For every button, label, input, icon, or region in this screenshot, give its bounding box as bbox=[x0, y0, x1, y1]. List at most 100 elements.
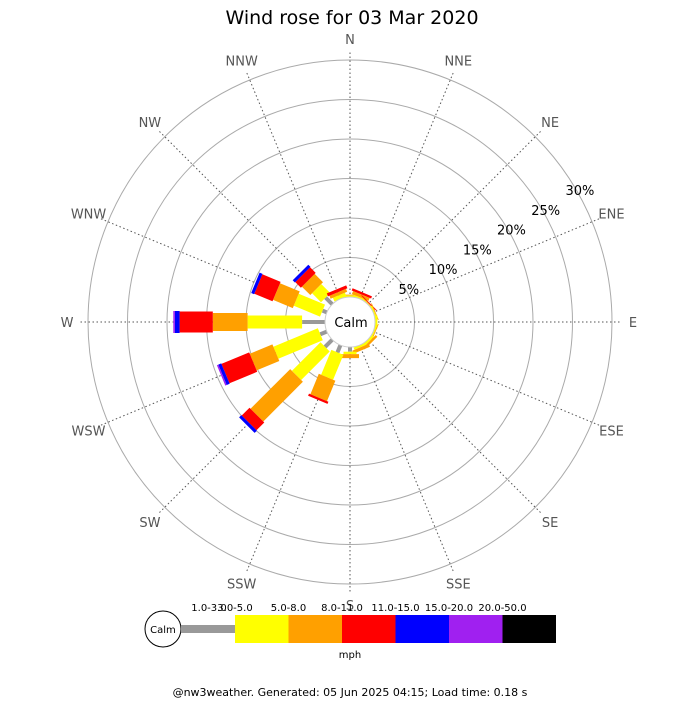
bar-nw-bin-1 bbox=[324, 296, 334, 306]
bar-nnw-bin-4 bbox=[326, 285, 348, 297]
direction-label-sw: SW bbox=[139, 516, 160, 531]
legend-swatch-6 bbox=[449, 615, 503, 643]
bar-ssw-bin-4 bbox=[308, 393, 329, 404]
legend-unit-label: mph bbox=[339, 650, 361, 661]
spoke-ene bbox=[349, 217, 602, 323]
legend-label-2: 3.0-5.0 bbox=[217, 603, 252, 614]
spoke-sse bbox=[349, 321, 455, 574]
legend-label-1: 1.0-3.0 bbox=[191, 603, 226, 614]
bar-n-bin-2 bbox=[343, 295, 357, 297]
direction-label-nnw: NNW bbox=[226, 55, 258, 70]
direction-label-se: SE bbox=[542, 516, 558, 531]
bar-ene-bin-2 bbox=[370, 305, 377, 319]
bar-wsw-bin-3 bbox=[249, 344, 280, 371]
bar-sw-bin-3 bbox=[250, 369, 303, 422]
bar-w-bin-4 bbox=[179, 311, 213, 333]
direction-label-ssw: SSW bbox=[227, 577, 257, 592]
legend-label-6: 15.0-20.0 bbox=[425, 603, 473, 614]
direction-label-ene: ENE bbox=[598, 208, 624, 223]
direction-label-ese: ESE bbox=[599, 424, 624, 439]
bar-nnw-bin-3 bbox=[329, 288, 348, 299]
bar-ssw-bin-3 bbox=[310, 373, 336, 402]
direction-label-e: E bbox=[629, 316, 637, 331]
bar-nnw-bin-2 bbox=[332, 292, 347, 302]
legend-label-4: 8.0-11.0 bbox=[321, 603, 363, 614]
spoke-ne bbox=[349, 129, 543, 323]
direction-label-n: N bbox=[345, 33, 355, 48]
bar-s-bin-3 bbox=[341, 354, 359, 359]
direction-label-nne: NNE bbox=[444, 55, 472, 70]
legend-swatch-3 bbox=[288, 615, 342, 643]
bar-wnw-bin-3 bbox=[273, 283, 300, 309]
legend-label-5: 11.0-15.0 bbox=[371, 603, 419, 614]
legend-label-7: 20.0-50.0 bbox=[478, 603, 526, 614]
bar-sw-bin-5 bbox=[239, 415, 257, 433]
spoke-se bbox=[349, 321, 543, 515]
wind-bars bbox=[173, 264, 379, 433]
ring-label-1: 5% bbox=[399, 283, 420, 298]
bar-s-bin-1 bbox=[348, 347, 352, 352]
legend-swatch-2 bbox=[235, 615, 289, 643]
direction-label-sse: SSE bbox=[446, 577, 471, 592]
spoke-ese bbox=[349, 321, 602, 427]
legend: Calm 1.0-3.03.0-5.0 5.0-8.0 8.0-11.0 11.0-1… bbox=[144, 603, 556, 661]
legend-items: 1.0-3.03.0-5.0 5.0-8.0 8.0-11.0 11.0-15.0 15… bbox=[181, 603, 556, 643]
bar-sw-bin-1 bbox=[323, 338, 334, 349]
ring-label-4: 20% bbox=[497, 224, 526, 239]
grid-ring-6 bbox=[87, 59, 613, 585]
calm-circle bbox=[324, 296, 376, 348]
bar-nne-bin-3 bbox=[351, 291, 370, 301]
calm-center: Calm bbox=[324, 296, 376, 348]
bar-wsw-bin-4 bbox=[221, 352, 258, 384]
spoke-nne bbox=[349, 70, 455, 323]
bar-wsw-bin-1 bbox=[319, 329, 328, 337]
legend-calm-label: Calm bbox=[150, 625, 176, 636]
chart-title: Wind rose for 03 Mar 2020 bbox=[225, 7, 478, 29]
bar-nne-bin-2 bbox=[353, 295, 367, 302]
footer-text: @nw3weather. Generated: 05 Jun 2025 04:1… bbox=[173, 686, 528, 699]
direction-labels: N NNE NE ENE E ESE SE SSE S SSW SW WSW W WNW NW NNW bbox=[61, 33, 638, 614]
bar-wnw-bin-2 bbox=[293, 293, 325, 317]
ring-label-5: 25% bbox=[531, 204, 560, 219]
direction-label-wsw: WSW bbox=[72, 424, 106, 439]
grid-ring-4 bbox=[166, 138, 534, 506]
bar-w-bin-6 bbox=[173, 311, 175, 333]
bar-ssw-bin-2 bbox=[321, 349, 344, 380]
legend-swatch-5 bbox=[395, 615, 449, 643]
bar-wsw-bin-5 bbox=[218, 363, 230, 385]
legend-swatch-1 bbox=[181, 625, 235, 633]
bar-s-bin-2 bbox=[343, 351, 357, 355]
bar-sw-bin-2 bbox=[292, 342, 330, 380]
bar-sse-bin-3 bbox=[352, 343, 370, 354]
spoke-nnw bbox=[245, 70, 351, 323]
ring-label-2: 10% bbox=[429, 263, 458, 278]
direction-label-s: S bbox=[346, 599, 354, 614]
bar-ssw-bin-1 bbox=[335, 344, 343, 354]
bar-ese-bin-2 bbox=[370, 325, 377, 339]
ring-labels: 5% 10% 15% 20% 25% 30% bbox=[399, 184, 595, 298]
bar-w-bin-2 bbox=[247, 315, 303, 329]
direction-label-wnw: WNW bbox=[71, 208, 107, 223]
bar-wnw-bin-5 bbox=[251, 272, 263, 295]
bar-nw-bin-3 bbox=[301, 273, 323, 295]
bar-wsw-bin-6 bbox=[216, 364, 227, 386]
bar-nw-bin-5 bbox=[292, 264, 311, 283]
bar-w-bin-5 bbox=[174, 311, 180, 333]
bar-wnw-bin-4 bbox=[254, 274, 281, 302]
legend-swatch-7 bbox=[502, 615, 556, 643]
ring-label-6: 30% bbox=[565, 184, 594, 199]
bar-wsw-bin-2 bbox=[273, 328, 323, 359]
grid-ring-5 bbox=[127, 99, 573, 545]
calm-label: Calm bbox=[334, 316, 367, 331]
direction-label-nw: NW bbox=[139, 116, 162, 131]
bar-sw-bin-4 bbox=[241, 407, 265, 431]
bar-nne-bin-4 bbox=[351, 288, 372, 299]
bar-nw-bin-2 bbox=[312, 284, 331, 303]
bar-nw-bin-4 bbox=[295, 267, 316, 288]
legend-label-3: 5.0-8.0 bbox=[271, 603, 306, 614]
bar-e-bin-2 bbox=[375, 315, 378, 329]
ring-label-3: 15% bbox=[463, 243, 492, 258]
direction-label-ne: NE bbox=[541, 116, 559, 131]
